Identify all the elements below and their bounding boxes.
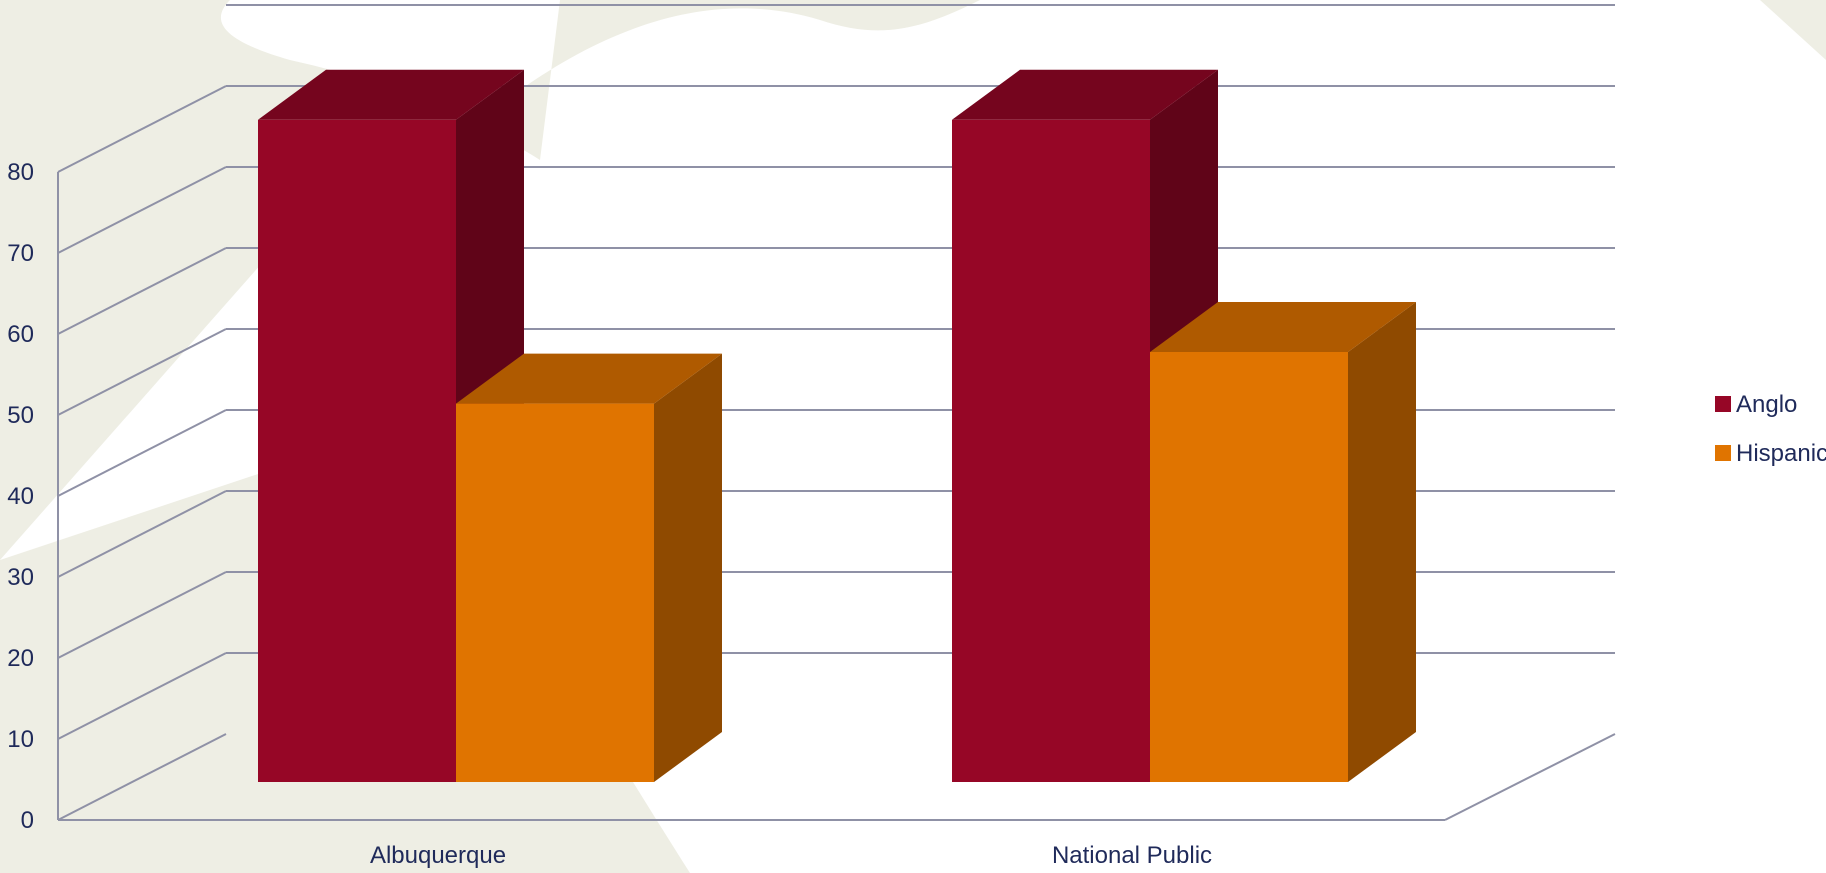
x-tick-label: Albuquerque — [370, 842, 506, 869]
y-tick-label: 10 — [7, 726, 34, 753]
bar-front-face — [456, 404, 654, 782]
background-corner-shape — [1760, 0, 1826, 60]
floor-right-edge — [1445, 734, 1615, 820]
legend-label: Hispanic — [1736, 440, 1826, 467]
y-tick-label: 60 — [7, 321, 34, 348]
legend-swatch — [1715, 445, 1731, 461]
x-tick-label: National Public — [1052, 842, 1212, 869]
bar-side-face — [654, 354, 722, 782]
legend-label: Anglo — [1736, 391, 1797, 418]
y-tick-label: 30 — [7, 564, 34, 591]
bar-front-face — [1150, 352, 1348, 782]
y-tick-label: 20 — [7, 645, 34, 672]
y-tick-label: 80 — [7, 159, 34, 186]
bar-hispanic — [456, 354, 722, 782]
y-tick-label: 50 — [7, 402, 34, 429]
y-tick-label: 40 — [7, 483, 34, 510]
y-tick-label: 70 — [7, 240, 34, 267]
bar-front-face — [952, 120, 1150, 782]
bar-hispanic — [1150, 302, 1416, 782]
bar-side-face — [1348, 302, 1416, 782]
legend: Anglo Hispanic — [1715, 391, 1826, 467]
bar-front-face — [258, 120, 456, 782]
legend-swatch — [1715, 396, 1731, 412]
y-tick-label: 0 — [21, 807, 34, 834]
bars — [258, 70, 1416, 782]
